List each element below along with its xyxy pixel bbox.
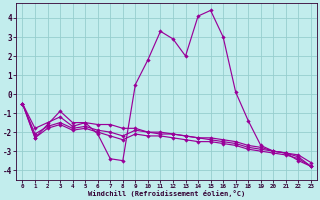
X-axis label: Windchill (Refroidissement éolien,°C): Windchill (Refroidissement éolien,°C) xyxy=(88,190,245,197)
